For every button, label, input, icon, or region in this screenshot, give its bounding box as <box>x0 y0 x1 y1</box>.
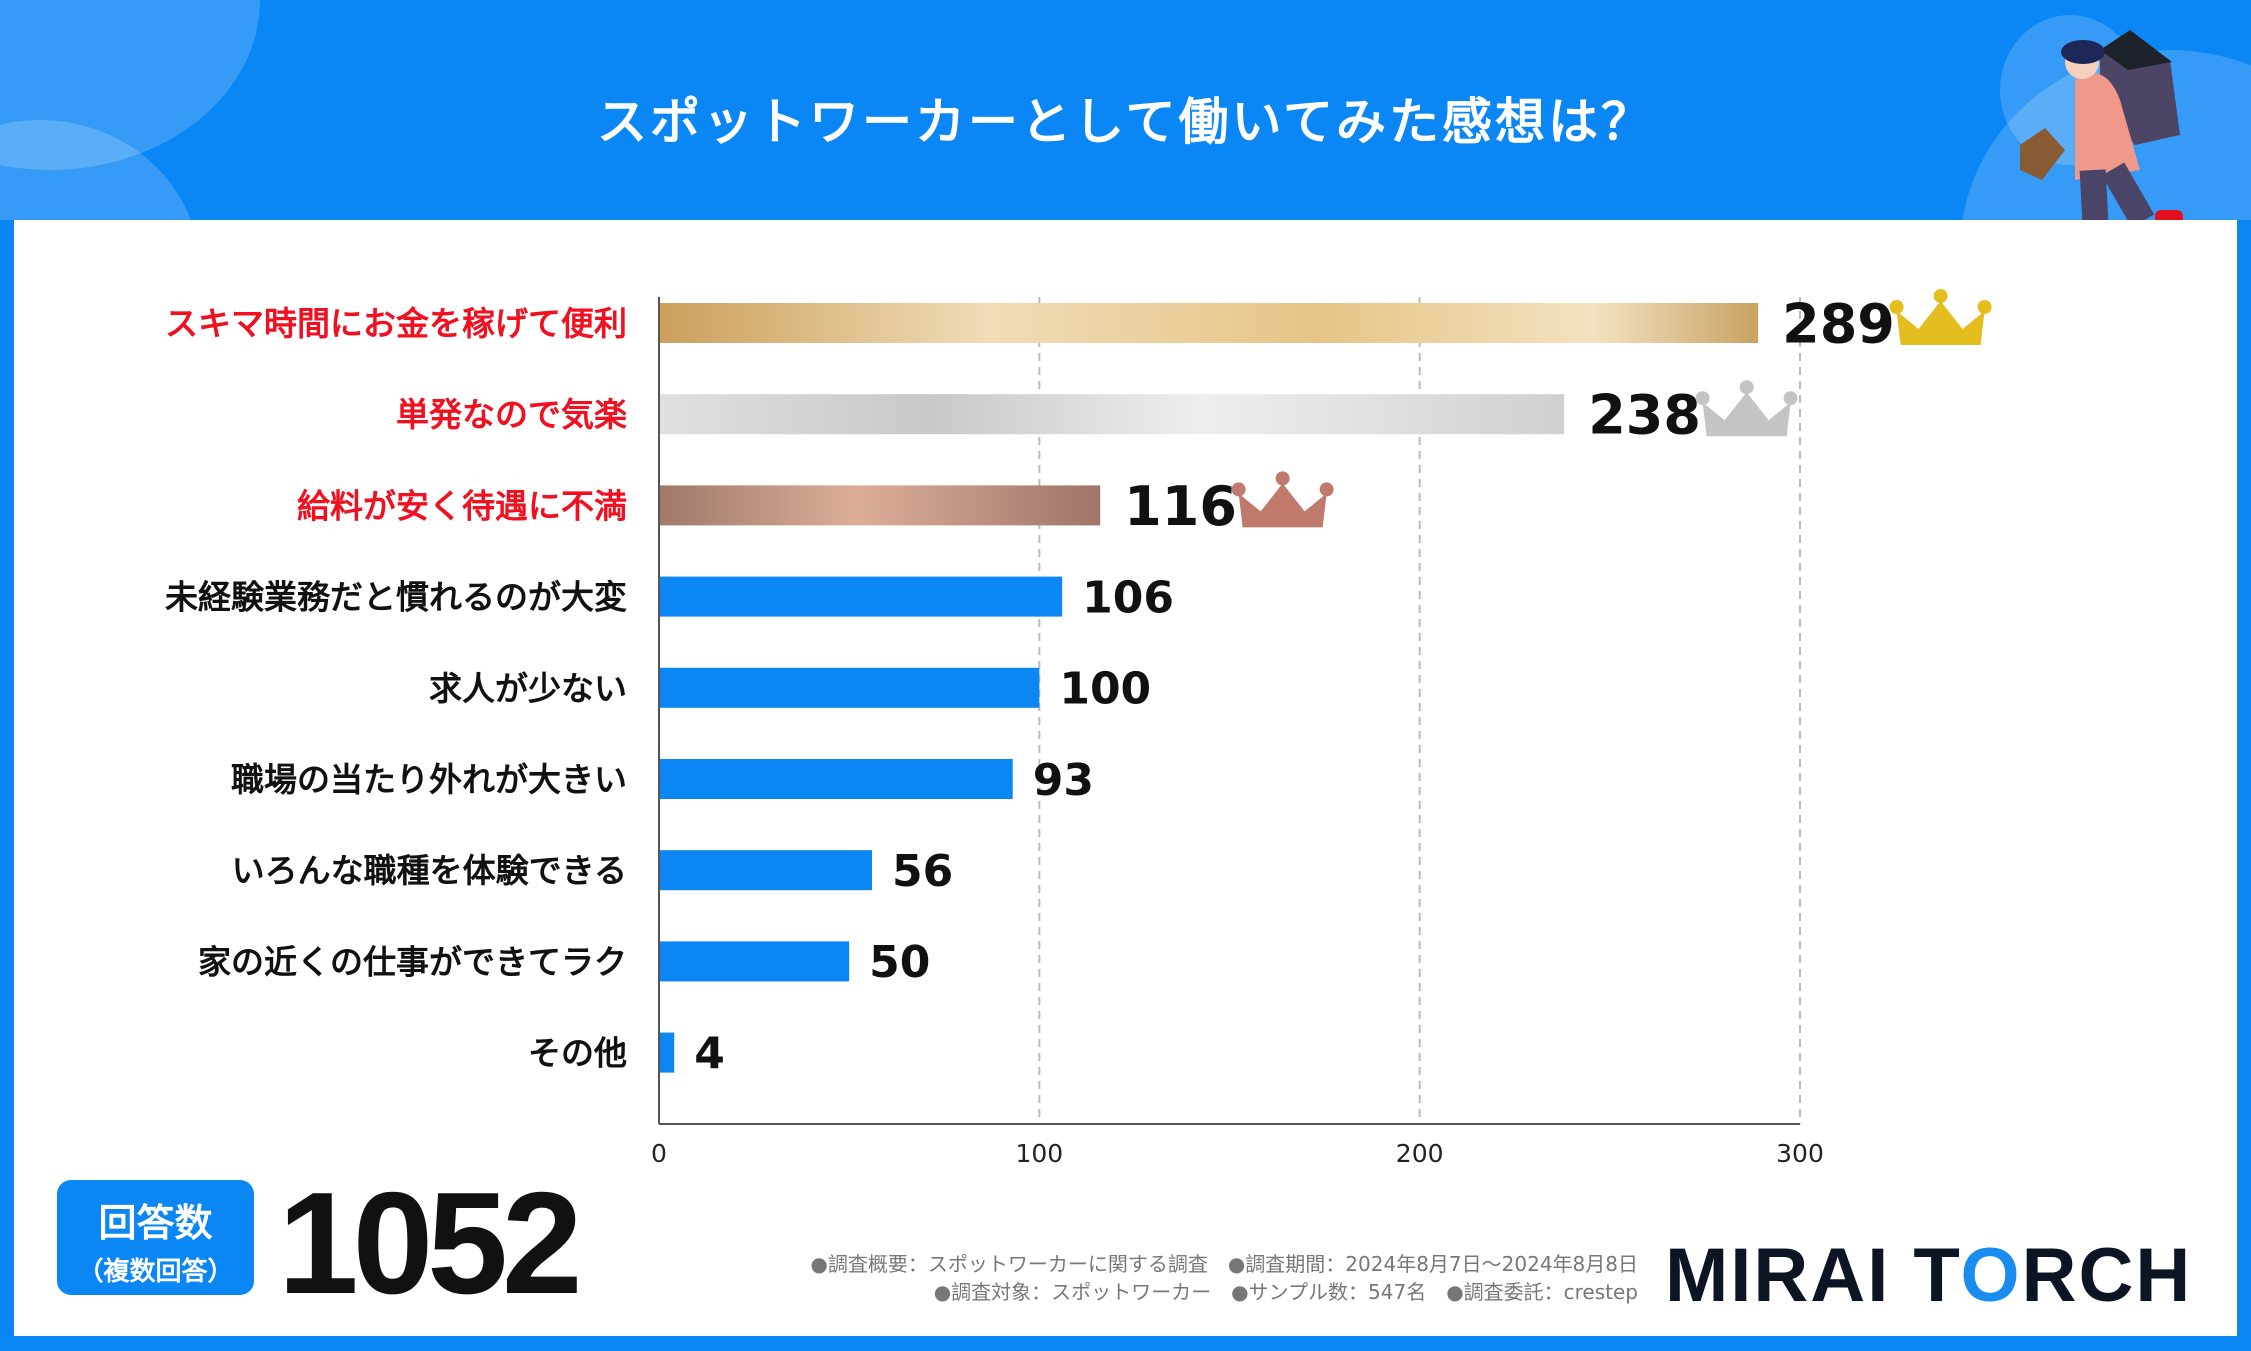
crown-icon-bronze <box>1231 471 1334 528</box>
footer-line2: ●調査対象：スポットワーカー ●サンプル数：547名 ●調査委託：crestep <box>933 1280 1638 1304</box>
answers-total: 1052 <box>278 1162 583 1324</box>
x-tick-label: 100 <box>1015 1139 1063 1168</box>
value-label: 106 <box>1082 572 1174 623</box>
category-label: いろんな職種を体験できる <box>232 851 627 890</box>
x-tick-label: 300 <box>1776 1139 1824 1168</box>
category-label: 未経験業務だと慣れるのが大変 <box>165 578 627 617</box>
bar <box>659 303 1759 343</box>
crown-icon-gold <box>1889 289 1992 345</box>
value-label: 238 <box>1588 384 1701 447</box>
x-tick-label: 200 <box>1396 1139 1444 1168</box>
footer-line1: ●調査概要：スポットワーカーに関する調査 ●調査期間：2024年8月7日～202… <box>810 1252 1638 1276</box>
bar <box>659 941 850 982</box>
bar <box>659 1032 675 1073</box>
category-label: スキマ時間にお金を稼げて便利 <box>165 304 627 343</box>
x-tick-label: 0 <box>651 1139 667 1168</box>
bar <box>659 667 1040 708</box>
bar <box>659 394 1565 435</box>
answers-sub: （複数回答） <box>77 1257 234 1287</box>
value-label: 4 <box>694 1028 725 1079</box>
logo: MIRAI TORCH <box>1665 1232 2192 1319</box>
value-label: 100 <box>1059 664 1151 715</box>
bar <box>659 485 1101 526</box>
value-label: 93 <box>1033 755 1094 806</box>
category-label: 家の近くの仕事ができてラク <box>198 942 627 981</box>
page-title: スポットワーカーとして働いてみた感想は？ <box>597 93 1654 151</box>
category-label: 給料が安く待遇に不満 <box>297 486 627 525</box>
value-label: 56 <box>892 846 953 897</box>
bar <box>659 576 1063 617</box>
category-label: その他 <box>528 1034 627 1073</box>
bar <box>659 759 1013 799</box>
category-label: 単発なので気楽 <box>396 395 627 434</box>
value-label: 116 <box>1124 475 1237 538</box>
category-label: 求人が少ない <box>429 669 627 708</box>
category-label: 職場の当たり外れが大きい <box>231 760 627 799</box>
answers-label: 回答数 <box>98 1201 213 1245</box>
crown-icon-silver <box>1695 380 1798 437</box>
bar <box>659 850 872 891</box>
value-label: 289 <box>1782 292 1895 355</box>
logo-text: MIRAI TORCH <box>1665 1233 2193 1318</box>
value-label: 50 <box>869 937 930 988</box>
answers-badge: 回答数 （複数回答） <box>57 1180 254 1295</box>
